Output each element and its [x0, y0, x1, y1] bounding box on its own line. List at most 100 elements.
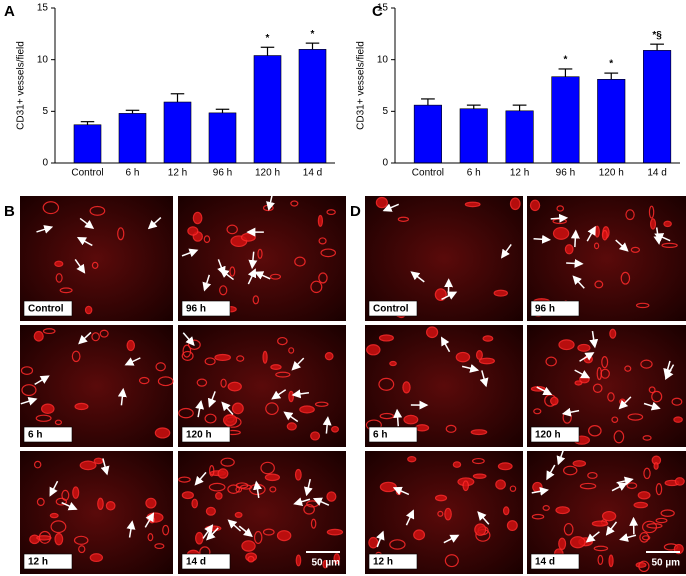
vessel	[533, 408, 542, 415]
vessel	[655, 483, 663, 496]
vessel	[577, 343, 591, 352]
arrow	[303, 478, 313, 497]
error-bar	[466, 104, 481, 109]
vessel	[79, 460, 97, 471]
y-tick-label: 5	[382, 106, 388, 117]
vessel	[40, 403, 55, 415]
vessel	[558, 537, 567, 551]
arrow	[561, 407, 580, 417]
vessel	[660, 509, 675, 517]
arrow	[49, 480, 59, 497]
x-tick-label: 96 h	[213, 168, 232, 179]
y-tick-label: 0	[42, 158, 48, 169]
vessel	[50, 520, 67, 534]
vessel	[403, 414, 419, 425]
arrow	[556, 448, 566, 466]
vessel	[596, 366, 603, 381]
x-tick-label: 6 h	[467, 168, 481, 179]
vessel	[252, 295, 260, 305]
arrow	[247, 268, 257, 285]
vessel	[594, 225, 600, 238]
vessel	[226, 224, 238, 235]
label-box	[530, 553, 580, 570]
y-axis-label: CD31+ vessels/field	[16, 41, 27, 130]
vessel	[78, 545, 86, 554]
vessel	[552, 226, 570, 240]
vessel	[426, 326, 439, 339]
arrow	[283, 411, 299, 423]
vessel	[181, 350, 194, 361]
vessel	[389, 539, 406, 550]
vessel	[20, 366, 34, 375]
arrow	[443, 534, 460, 544]
arrow	[665, 364, 675, 380]
arrow	[376, 530, 385, 548]
bar	[505, 110, 534, 164]
vessel	[593, 545, 609, 552]
vessel	[191, 498, 198, 509]
arrow	[100, 458, 110, 476]
vessel	[154, 427, 171, 439]
arrow	[461, 363, 480, 373]
vessel	[196, 378, 208, 387]
arrow	[221, 401, 234, 416]
arrow	[124, 357, 141, 366]
vessel	[635, 562, 647, 568]
x-tick-label: Control	[412, 168, 444, 179]
micrograph-label: 120 h	[535, 430, 561, 441]
arrow	[322, 416, 332, 434]
vessel	[597, 554, 604, 565]
micrograph-label: Control	[28, 304, 64, 315]
y-tick-label: 15	[37, 3, 49, 14]
vessel	[253, 530, 263, 545]
vessel	[444, 507, 452, 521]
error-bar	[170, 93, 185, 103]
arrow	[616, 476, 634, 486]
vessel	[545, 356, 557, 367]
error-bar	[125, 109, 140, 114]
vessel	[54, 532, 64, 546]
arrow	[147, 217, 162, 230]
vessel	[663, 220, 672, 228]
micrograph-image	[20, 196, 173, 321]
panel-letter: D	[350, 203, 361, 220]
arrow	[126, 520, 136, 538]
vessel	[33, 330, 44, 342]
vessel	[587, 471, 598, 479]
vessel	[434, 494, 448, 502]
micrograph-image	[527, 196, 686, 321]
vessel	[275, 371, 291, 378]
micrograph-image	[365, 196, 523, 321]
vessel	[555, 506, 570, 515]
vessel	[550, 396, 559, 406]
vessel	[452, 461, 462, 468]
arrow	[117, 387, 127, 406]
vessel	[651, 390, 663, 403]
micrograph-label: 96 h	[535, 304, 555, 315]
vessel	[437, 510, 444, 517]
arrow	[254, 271, 271, 280]
arrow	[202, 524, 214, 539]
vessel	[204, 357, 216, 366]
vessel	[299, 405, 315, 414]
vessel	[455, 351, 471, 363]
vessel	[286, 422, 297, 431]
arrow	[533, 234, 552, 244]
error-bar	[558, 68, 573, 77]
vessel	[620, 271, 631, 285]
error-bar	[260, 46, 275, 56]
vessel	[214, 353, 231, 362]
micrograph-label: 6 h	[373, 430, 387, 441]
y-axis-label: CD31+ vessels/field	[356, 41, 367, 130]
vessel	[84, 305, 93, 315]
vessel	[61, 489, 70, 501]
vessel	[415, 424, 430, 432]
significance-mark: *	[563, 55, 567, 66]
micrograph: 14 d 50 µm	[527, 448, 686, 574]
vessel	[260, 461, 275, 475]
vessel	[220, 457, 235, 467]
vessel	[227, 484, 240, 494]
micrograph: 6 h	[20, 325, 174, 447]
label-box	[181, 300, 231, 317]
label-box	[368, 426, 418, 443]
